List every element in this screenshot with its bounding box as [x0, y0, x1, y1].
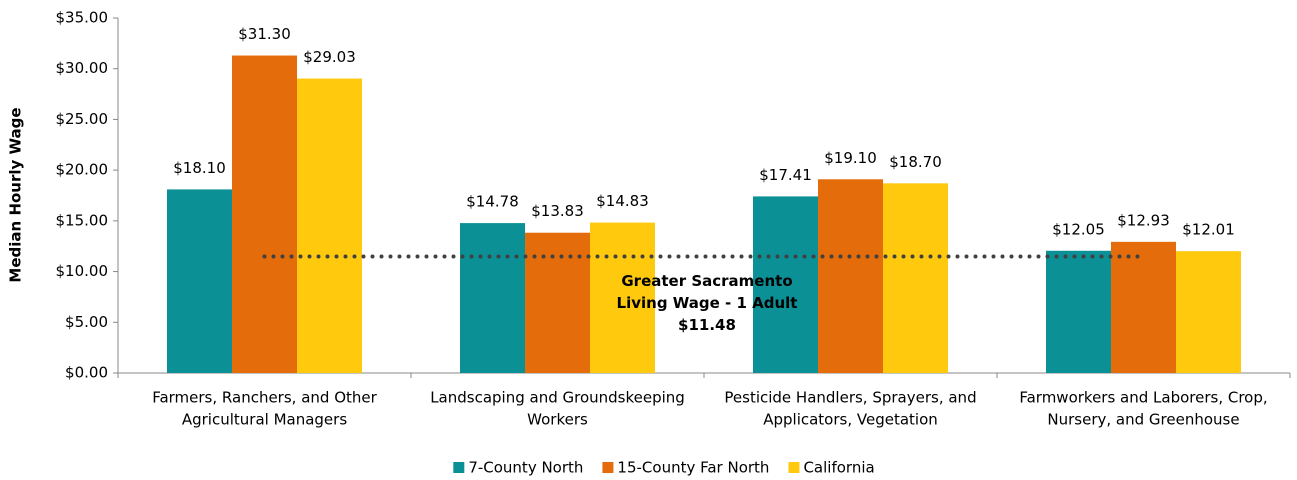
legend-label: 7-County North [468, 459, 583, 477]
data-label: $14.78 [466, 193, 519, 211]
y-tick-label: $15.00 [56, 211, 109, 229]
x-tick-label: Landscaping and Groundskeeping [430, 389, 685, 407]
x-tick-label: Farmworkers and Laborers, Crop, [1019, 389, 1267, 407]
bar [232, 55, 297, 374]
x-tick-label: Agricultural Managers [182, 411, 347, 429]
bar [1046, 250, 1111, 373]
bar [460, 223, 525, 373]
bar [1176, 251, 1241, 373]
y-tick-label: $5.00 [65, 313, 108, 331]
y-tick-label: $35.00 [56, 9, 109, 27]
x-tick-label: Applicators, Vegetation [763, 411, 938, 429]
data-label: $18.10 [173, 159, 226, 177]
data-label: $12.93 [1117, 211, 1170, 229]
data-label: $12.05 [1052, 220, 1105, 238]
data-label: $17.41 [759, 166, 812, 184]
reference-value-label: $11.48 [678, 316, 736, 334]
y-tick-label: $10.00 [56, 262, 109, 280]
bar [590, 222, 655, 373]
data-label: $13.83 [531, 202, 584, 220]
data-label: $14.83 [596, 192, 649, 210]
bar [1111, 241, 1176, 373]
bar [883, 183, 948, 373]
y-tick-label: $0.00 [65, 364, 108, 382]
bar [297, 78, 362, 373]
y-axis-title: Median Hourly Wage [7, 107, 25, 282]
x-tick-label: Pesticide Handlers, Sprayers, and [724, 389, 976, 407]
x-tick-label: Workers [527, 411, 588, 429]
legend-swatch [788, 462, 800, 473]
data-label: $12.01 [1182, 221, 1235, 239]
bar [818, 179, 883, 373]
legend-swatch [602, 462, 614, 473]
legend-label: 15-County Far North [617, 459, 769, 477]
bar [753, 196, 818, 373]
legend-label: California [803, 459, 874, 477]
bar [525, 232, 590, 373]
data-label: $18.70 [889, 153, 942, 171]
data-label: $29.03 [303, 48, 356, 66]
data-label: $19.10 [824, 149, 877, 167]
bar [167, 189, 232, 373]
reference-label: Greater Sacramento [621, 272, 792, 290]
x-tick-label: Nursery, and Greenhouse [1047, 411, 1239, 429]
y-tick-label: $30.00 [56, 59, 109, 77]
data-label: $31.30 [238, 25, 291, 43]
x-tick-label: Farmers, Ranchers, and Other [152, 389, 377, 407]
reference-label: Living Wage - 1 Adult [617, 294, 798, 312]
y-tick-label: $20.00 [56, 161, 109, 179]
legend-swatch [453, 462, 465, 473]
y-tick-label: $25.00 [56, 110, 109, 128]
